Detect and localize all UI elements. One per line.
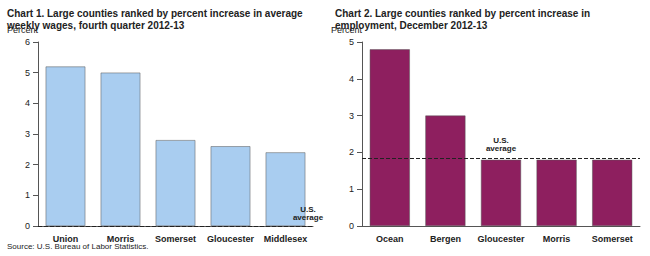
svg-text:Morris: Morris [106, 233, 135, 244]
svg-text:1: 1 [349, 184, 354, 194]
svg-text:2: 2 [349, 147, 354, 157]
svg-text:5: 5 [25, 68, 30, 78]
svg-text:weekly wages, fourth quarter 2: weekly wages, fourth quarter 2012-13 [6, 20, 185, 31]
svg-text:2: 2 [25, 160, 30, 170]
svg-text:Union: Union [52, 233, 79, 244]
svg-text:Gloucester: Gloucester [477, 234, 525, 244]
svg-text:6: 6 [25, 37, 30, 47]
svg-text:Gloucester: Gloucester [207, 234, 255, 244]
svg-text:Ocean: Ocean [376, 234, 404, 244]
svg-text:0: 0 [25, 221, 30, 231]
svg-text:average: average [486, 144, 517, 153]
svg-text:U.S.: U.S. [300, 204, 316, 214]
svg-text:employment, December 2012-13: employment, December 2012-13 [335, 20, 488, 31]
svg-text:Somerset: Somerset [592, 234, 633, 244]
svg-text:0: 0 [349, 221, 354, 231]
svg-text:Source: U.S. Bureau of Labor S: Source: U.S. Bureau of Labor Statistics. [7, 242, 148, 251]
svg-text:4: 4 [349, 74, 354, 84]
svg-text:Bergen: Bergen [430, 234, 461, 244]
svg-text:Morris: Morris [543, 234, 571, 244]
svg-text:U.S.: U.S. [493, 136, 509, 146]
svg-text:Chart 1. Large counties ranked: Chart 1. Large counties ranked by percen… [7, 8, 303, 19]
svg-text:1: 1 [25, 190, 30, 200]
svg-text:Middlesex: Middlesex [264, 234, 308, 244]
svg-text:3: 3 [349, 111, 354, 121]
svg-text:3: 3 [25, 129, 30, 139]
svg-text:average: average [293, 213, 324, 222]
svg-text:Chart 2. Large counties ranked: Chart 2. Large counties ranked by percen… [335, 8, 590, 19]
svg-text:4: 4 [25, 98, 30, 108]
svg-text:Somerset: Somerset [155, 234, 196, 244]
svg-text:5: 5 [349, 37, 354, 47]
